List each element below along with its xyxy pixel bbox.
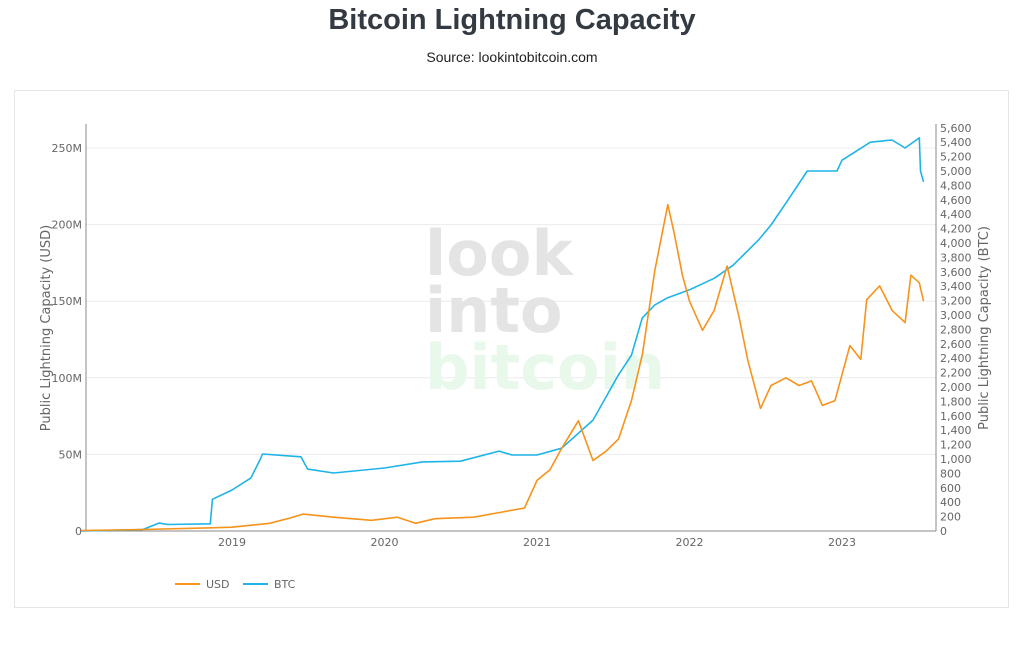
y2-tick-label: 3,200 <box>940 295 972 308</box>
y2-tick-label: 4,200 <box>940 223 972 236</box>
chart-title: Bitcoin Lightning Capacity <box>328 4 696 36</box>
y2-tick-label: 5,000 <box>940 165 972 178</box>
y2-tick-label: 2,200 <box>940 367 972 380</box>
y2-tick-label: 4,800 <box>940 179 972 192</box>
y2-tick-label: 2,800 <box>940 323 972 336</box>
svg-text:into: into <box>425 274 563 347</box>
x-tick-label: 2023 <box>828 536 856 549</box>
y2-tick-label: 2,600 <box>940 338 972 351</box>
y2-tick-label: 400 <box>940 496 961 509</box>
y2-axis-label: Public Lightning Capacity (BTC) <box>977 226 992 430</box>
legend: USD BTC <box>175 578 296 591</box>
y-tick-label: 50M <box>59 448 83 461</box>
y-axis-label: Public Lightning Capacity (USD) <box>39 225 54 431</box>
series-lines <box>81 137 925 532</box>
svg-text:look: look <box>425 217 574 290</box>
y2-tick-label: 3,600 <box>940 266 972 279</box>
y2-tick-label: 5,200 <box>940 151 972 164</box>
y2-tick-label: 4,000 <box>940 237 972 250</box>
y2-tick-label: 800 <box>940 467 961 480</box>
legend-label: BTC <box>274 578 296 591</box>
y2-tick-label: 1,600 <box>940 410 972 423</box>
svg-text:bitcoin: bitcoin <box>425 331 665 404</box>
y-tick-label: 150M <box>52 295 83 308</box>
y2-tick-label: 1,800 <box>940 395 972 408</box>
y2-tick-label: 2,400 <box>940 352 972 365</box>
y-tick-label: 250M <box>52 142 83 155</box>
y2-tick-label: 2,000 <box>940 381 972 394</box>
y2-tick-label: 3,800 <box>940 251 972 264</box>
legend-label: USD <box>206 578 230 591</box>
y2-tick-label: 4,600 <box>940 194 972 207</box>
y2-tick-label: 600 <box>940 482 961 495</box>
y-tick-label: 200M <box>52 219 83 232</box>
x-tick-label: 2019 <box>218 536 246 549</box>
legend-item-btc[interactable]: BTC <box>243 578 296 591</box>
y-tick-label: 0 <box>75 525 82 538</box>
y2-tick-label: 200 <box>940 511 961 524</box>
y2-tick-label: 3,400 <box>940 280 972 293</box>
y2-tick-label: 5,400 <box>940 136 972 149</box>
y2-tick-label: 1,400 <box>940 424 972 437</box>
x-tick-label: 2021 <box>523 536 551 549</box>
series-line-btc <box>81 137 925 532</box>
y2-tick-label: 5,600 <box>940 122 972 135</box>
x-tick-label: 2020 <box>371 536 399 549</box>
x-tick-label: 2022 <box>676 536 704 549</box>
chart-panel <box>14 90 1009 608</box>
y2-tick-label: 1,000 <box>940 453 972 466</box>
legend-item-usd[interactable]: USD <box>175 578 230 591</box>
y2-tick-label: 1,200 <box>940 439 972 452</box>
y-tick-label: 100M <box>52 372 83 385</box>
axes: 050M100M150M200M250M02004006008001,0001,… <box>52 122 972 549</box>
y2-tick-label: 3,000 <box>940 309 972 322</box>
y2-tick-label: 4,400 <box>940 208 972 221</box>
watermark-logo: look into bitcoin <box>425 217 665 404</box>
series-line-usd <box>81 203 925 532</box>
chart-subtitle: Source: lookintobitcoin.com <box>426 49 598 65</box>
y2-tick-label: 0 <box>940 525 947 538</box>
